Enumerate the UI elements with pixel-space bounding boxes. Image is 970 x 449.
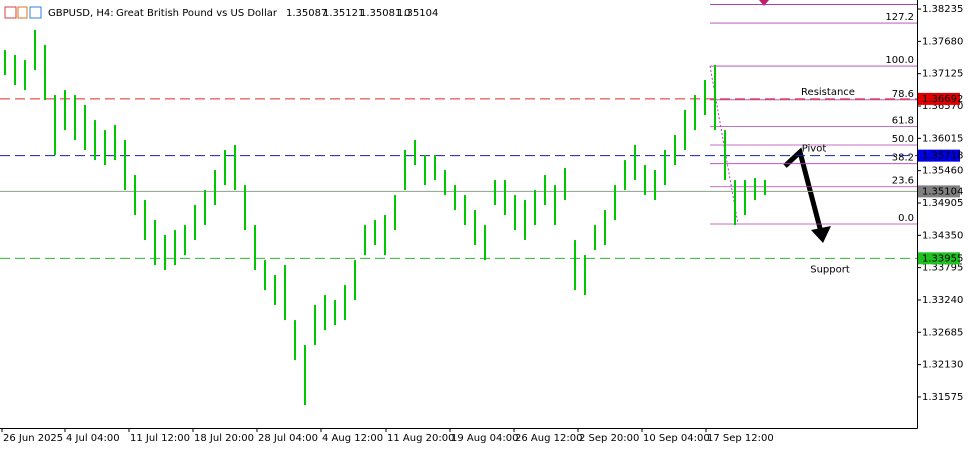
- fibo-label: 78.6: [892, 89, 914, 100]
- marker: [759, 0, 769, 6]
- arrow: [783, 147, 825, 237]
- price-box: [918, 252, 960, 265]
- high: 1.35121: [323, 8, 364, 19]
- y-tick-label: 1.38235: [922, 4, 963, 15]
- x-tick-label: 26 Aug 12:00: [515, 433, 582, 444]
- x-tick-label: 11 Aug 20:00: [387, 433, 454, 444]
- y-tick-label: 1.35460: [922, 166, 963, 177]
- price-box-label: 1.36692: [922, 94, 963, 105]
- x-tick-label: 26 Jun 2025: [3, 433, 63, 444]
- y-tick-label: 1.36015: [922, 133, 963, 144]
- y-tick-label: 1.34905: [922, 198, 963, 209]
- price-box-label: 1.35104: [922, 186, 963, 197]
- fibo-label: 61.8: [892, 115, 914, 126]
- x-tick-label: 2 Sep 20:00: [579, 433, 639, 444]
- spread: 0: [404, 8, 410, 19]
- y-tick-label: 1.37125: [922, 69, 963, 80]
- price-box: [918, 185, 960, 198]
- y-tick-label: 1.34350: [922, 230, 963, 241]
- fibo-label: 38.2: [892, 153, 914, 164]
- y-tick-label: 1.37680: [922, 36, 963, 47]
- fibo-label: 127.2: [885, 12, 914, 23]
- price-box: [918, 92, 960, 105]
- y-tick-label: 1.33795: [922, 263, 963, 274]
- fibo-label: 50.0: [892, 134, 914, 145]
- low: 1.35081: [360, 8, 401, 19]
- x-tick-label: 4 Aug 12:00: [322, 433, 383, 444]
- x-tick-label: 10 Sep 04:00: [643, 433, 710, 444]
- x-tick-label: 4 Jul 04:00: [66, 433, 120, 444]
- y-tick-label: 1.32685: [922, 327, 963, 338]
- open: 1.35087: [286, 8, 327, 19]
- description: Great British Pound vs US Dollar: [116, 8, 278, 19]
- fibo-label: 100.0: [885, 55, 914, 66]
- x-tick-label: 28 Jul 04:00: [258, 433, 318, 444]
- header-icons: [4, 6, 42, 19]
- x-tick-label: 18 Jul 20:00: [194, 433, 254, 444]
- x-tick-label: 17 Sep 12:00: [707, 433, 774, 444]
- level-name: Support: [810, 264, 850, 275]
- y-tick-label: 1.36570: [922, 101, 963, 112]
- icon: [4, 6, 17, 19]
- close: 1.35104: [397, 8, 438, 19]
- y-tick-label: 1.33240: [922, 295, 963, 306]
- icon: [17, 6, 28, 19]
- x-tick-label: 11 Jul 12:00: [130, 433, 190, 444]
- level-name: Resistance: [801, 87, 855, 98]
- price-box-label: 1.35718: [922, 151, 963, 162]
- fibo-label: 0.0: [898, 213, 914, 224]
- arrow-head: [811, 226, 831, 243]
- price-box-label: 1.33955: [922, 253, 963, 264]
- level-name: Pivot: [802, 144, 827, 155]
- icon: [29, 6, 42, 19]
- y-tick-label: 1.31575: [922, 392, 963, 403]
- symbol: GBPUSD, H4:: [48, 8, 114, 19]
- fibo-label: 23.6: [892, 176, 914, 187]
- x-tick-label: 19 Aug 04:00: [451, 433, 518, 444]
- y-tick-label: 1.32130: [922, 360, 963, 371]
- price-box: [918, 149, 960, 162]
